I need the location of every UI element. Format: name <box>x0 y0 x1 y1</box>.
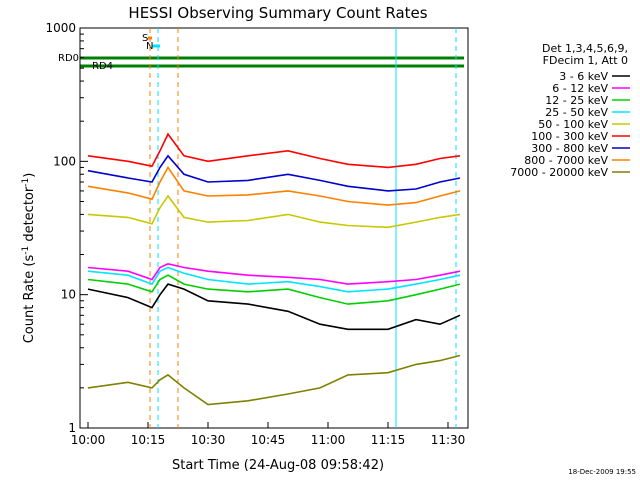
legend-label-8: 7000 - 20000 keV <box>510 166 608 179</box>
series-line-4 <box>87 194 461 229</box>
y-axis-label-sup1: -1 <box>21 246 31 255</box>
x-tick-label-2: 10:30 <box>191 433 226 447</box>
y-axis-label-end: ) <box>22 173 37 178</box>
y-tick-label-2: 100 <box>53 154 76 168</box>
x-tick-label-4: 11:00 <box>311 433 346 447</box>
legend-label-3: 25 - 50 keV <box>545 106 608 119</box>
x-tick-label-1: 10:15 <box>131 433 166 447</box>
flag-label-S: S <box>142 33 148 44</box>
x-tick-label-5: 11:15 <box>371 433 406 447</box>
legend-title-line2: FDecim 1, Att 0 <box>543 54 628 67</box>
chart-title: HESSI Observing Summary Count Rates <box>128 4 427 22</box>
series-lines <box>87 132 461 406</box>
y-tick-label-0: 1 <box>68 421 76 435</box>
legend-label-1: 6 - 12 keV <box>552 82 608 95</box>
y-tick-label-3: 1000 <box>45 21 76 35</box>
series-line-5 <box>87 132 461 169</box>
series-line-0 <box>87 283 461 331</box>
rd-label-RD0: RD0 <box>58 53 79 64</box>
x-tick-label-6: 11:30 <box>431 433 466 447</box>
y-ticks: 1 10 100 1000 <box>45 21 88 435</box>
x-ticks: 10:00 10:15 10:30 10:45 11:00 11:15 11:30 <box>71 422 466 447</box>
y-axis-label: Count Rate (s-1 detector-1) <box>21 173 37 344</box>
series-line-1 <box>87 263 461 285</box>
y-axis-label-mid: detector <box>22 186 37 246</box>
legend-label-5: 100 - 300 keV <box>531 130 608 143</box>
footer-timestamp: 18-Dec-2009 19:55 <box>568 468 636 476</box>
y-axis-label-main: Count Rate (s <box>22 255 37 344</box>
flag-bars: SNRD0RD4 <box>58 33 464 72</box>
series-line-7 <box>87 165 461 206</box>
series-line-2 <box>87 274 461 305</box>
legend-label-7: 800 - 7000 keV <box>524 154 608 167</box>
x-tick-label-0: 10:00 <box>71 433 106 447</box>
x-tick-label-3: 10:45 <box>251 433 286 447</box>
y-tick-label-1: 10 <box>61 288 76 302</box>
legend-title-line1: Det 1,3,4,5,6,9, <box>542 42 628 55</box>
plot-frame <box>79 27 469 429</box>
plot-area: 10:00 10:15 10:30 10:45 11:00 11:15 11:30 1101… <box>45 21 469 447</box>
legend-label-0: 3 - 6 keV <box>559 70 608 83</box>
rd-label-RD4: RD4 <box>92 61 113 72</box>
series-line-8 <box>87 354 461 406</box>
y-axis-label-sup2: -1 <box>21 178 31 187</box>
x-axis-label: Start Time (24-Aug-08 09:58:42) <box>172 458 384 473</box>
series-line-6 <box>87 154 461 192</box>
legend-label-6: 300 - 800 keV <box>531 142 608 155</box>
legend-label-2: 12 - 25 keV <box>545 94 608 107</box>
series-line-3 <box>87 266 461 293</box>
legend-label-4: 50 - 100 keV <box>538 118 608 131</box>
vertical-markers <box>149 28 457 428</box>
